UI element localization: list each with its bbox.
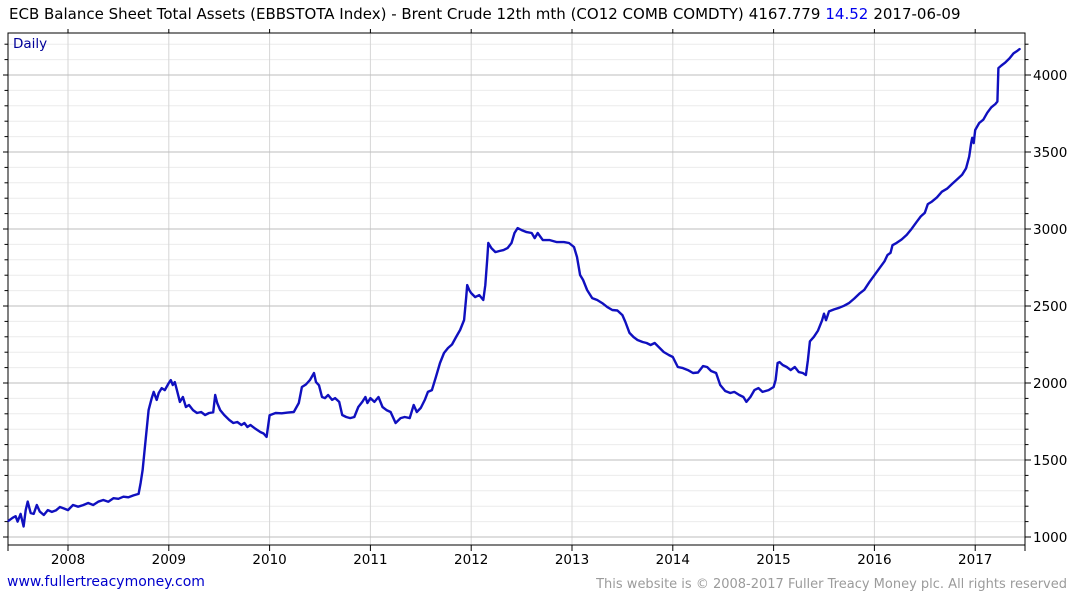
x-axis-label: 2014 <box>656 552 690 568</box>
y-axis-label: 1000 <box>1033 530 1067 546</box>
price-series-line <box>7 47 1021 528</box>
copyright-text: This website is © 2008-2017 Fuller Treac… <box>596 577 1067 592</box>
chart-title: ECB Balance Sheet Total Assets (EBBSTOTA… <box>9 5 744 23</box>
last-price: 4167.779 <box>748 5 821 23</box>
x-axis-label: 2011 <box>353 552 387 568</box>
y-axis-label: 2500 <box>1033 299 1067 315</box>
frequency-label: Daily <box>13 36 48 52</box>
y-axis-label: 3000 <box>1033 222 1067 238</box>
x-axis-label: 2009 <box>152 552 186 568</box>
x-axis-label: 2012 <box>454 552 488 568</box>
price-change: 14.52 <box>825 5 869 23</box>
x-axis-label: 2016 <box>857 552 891 568</box>
x-axis-label: 2013 <box>555 552 589 568</box>
y-axis-label: 2000 <box>1033 376 1067 392</box>
plot-border <box>7 32 1026 546</box>
chart-title-bar: ECB Balance Sheet Total Assets (EBBSTOTA… <box>9 5 961 23</box>
price-date: 2017-06-09 <box>873 5 961 23</box>
x-axis-label: 2010 <box>252 552 286 568</box>
website-link[interactable]: www.fullertreacymoney.com <box>7 574 205 590</box>
x-axis-label: 2008 <box>51 552 85 568</box>
x-axis-label: 2017 <box>958 552 992 568</box>
x-axis-label: 2015 <box>756 552 790 568</box>
y-axis-label: 4000 <box>1033 68 1067 84</box>
y-axis-label: 3500 <box>1033 145 1067 161</box>
y-axis-label: 1500 <box>1033 453 1067 469</box>
